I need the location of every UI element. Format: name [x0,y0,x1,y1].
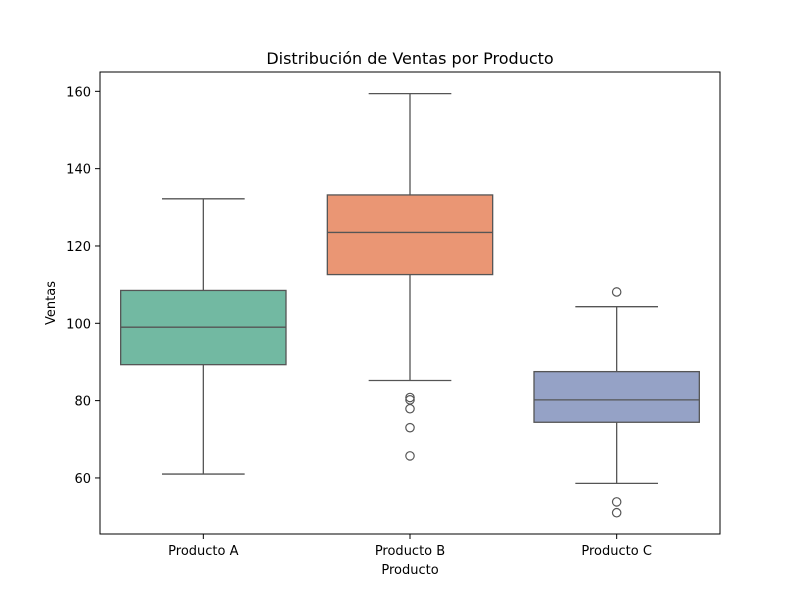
y-axis-title: Ventas [44,281,59,325]
outlier-point [405,403,415,414]
outlier-point [405,422,415,433]
y-axis: 60 80 100 120 140 160 [66,85,100,487]
outlier-point [611,507,622,518]
y-tick-label: 80 [74,395,91,410]
y-tick-label: 160 [66,85,91,100]
y-tick-label: 60 [74,472,91,487]
x-tick-label: Producto B [375,544,445,559]
chart-title: Distribución de Ventas por Producto [266,49,553,68]
y-tick-label: 140 [66,163,91,178]
box-group [326,93,494,461]
x-tick-label: Producto A [168,544,238,559]
box-group [120,198,287,475]
x-tick-label: Producto C [581,544,652,559]
x-axis-title: Producto [381,563,438,578]
x-axis: Producto A Producto B Producto C [168,534,652,559]
outlier-point [611,497,622,507]
box-group [533,287,700,518]
y-tick-label: 100 [66,317,91,332]
iqr-box [326,194,494,276]
iqr-box [533,370,700,423]
outlier-point [611,287,622,297]
y-tick-label: 120 [66,240,91,255]
plot-area [120,93,700,518]
outlier-point [405,451,415,461]
